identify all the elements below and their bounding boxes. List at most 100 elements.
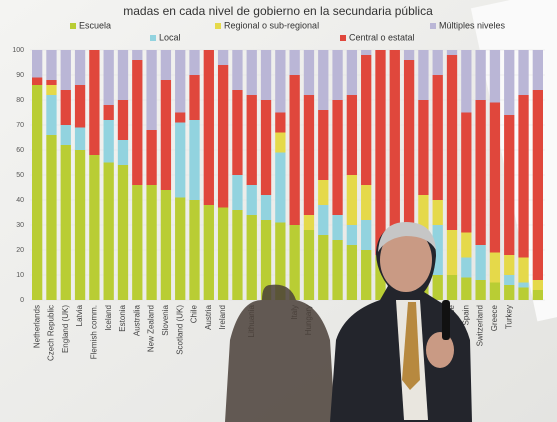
bar-segment	[518, 258, 528, 283]
bar-segment	[161, 50, 171, 80]
bar-segment	[146, 185, 156, 300]
bar-segment	[447, 275, 457, 300]
bar-segment	[175, 113, 185, 123]
bar-segment	[290, 75, 300, 225]
bar-segment	[104, 120, 114, 163]
bar-segment	[175, 123, 185, 198]
bar-segment	[46, 85, 56, 95]
bar-segment	[447, 55, 457, 230]
bar-segment	[461, 278, 471, 301]
y-tick-label: 0	[20, 297, 24, 304]
legend-swatch	[430, 23, 436, 29]
y-tick-label: 100	[12, 47, 24, 54]
bar-segment	[118, 50, 128, 100]
y-tick-label: 70	[16, 122, 24, 129]
bar-segment	[104, 50, 114, 105]
bar-segment	[361, 55, 371, 185]
bar-segment	[89, 50, 99, 155]
bar-segment	[189, 50, 199, 75]
bar-segment	[361, 250, 371, 300]
legend-label: Local	[159, 32, 181, 42]
bar-segment	[332, 240, 342, 300]
x-tick-label: Netherlands	[32, 305, 41, 348]
bar-segment	[61, 50, 71, 90]
bar-segment	[533, 50, 543, 90]
y-tick-label: 40	[16, 197, 24, 204]
bar-segment	[290, 50, 300, 75]
x-tick-label: Chile	[190, 304, 199, 323]
bar-segment	[189, 75, 199, 120]
bar-segment	[375, 50, 385, 255]
bar-segment	[304, 95, 314, 215]
bar-segment	[518, 95, 528, 258]
bar-segment	[418, 50, 428, 100]
y-tick-label: 20	[16, 247, 24, 254]
bar-segment	[161, 190, 171, 300]
bar-segment	[189, 200, 199, 300]
bar-segment	[146, 130, 156, 185]
bar-segment	[461, 233, 471, 258]
bar-segment	[104, 105, 114, 120]
bar-segment	[332, 215, 342, 240]
bar-segment	[518, 288, 528, 301]
bar-segment	[347, 175, 357, 225]
bar-segment	[46, 50, 56, 80]
x-tick-label: Slovenia	[161, 304, 170, 335]
bar-segment	[61, 145, 71, 300]
bar-segment	[32, 50, 42, 78]
bar-segment	[433, 275, 443, 300]
bar-segment	[132, 60, 142, 185]
x-tick-label: Flemish comm.	[89, 305, 98, 359]
bar-segment	[218, 208, 228, 301]
bar-segment	[533, 90, 543, 280]
bar-segment	[290, 225, 300, 300]
x-tick-label: Australia	[132, 304, 141, 336]
chart-title: madas en cada nivel de gobierno en la se…	[123, 4, 433, 18]
legend-label: Regional o sub-regional	[224, 20, 319, 30]
y-tick-label: 30	[16, 222, 24, 229]
x-tick-label: Turkey	[504, 305, 513, 329]
bar-segment	[232, 175, 242, 210]
bar-segment	[490, 103, 500, 253]
x-tick-label: Ireland	[218, 305, 227, 329]
bar-segment	[347, 95, 357, 175]
x-tick-label: Estonia	[118, 304, 127, 331]
x-tick-label: Greece	[490, 304, 499, 331]
bar-segment	[261, 100, 271, 195]
bar-segment	[247, 215, 257, 300]
bar-segment	[161, 80, 171, 190]
bar-segment	[104, 163, 114, 301]
bar-segment	[204, 205, 214, 300]
bar-segment	[32, 85, 42, 300]
bar-segment	[204, 50, 214, 205]
bar-segment	[490, 50, 500, 103]
legend-label: Escuela	[79, 20, 111, 30]
bar-segment	[318, 180, 328, 205]
bar-segment	[75, 85, 85, 128]
bar-segment	[118, 100, 128, 140]
photo: madas en cada nivel de gobierno en la se…	[0, 0, 557, 422]
bar-segment	[504, 255, 514, 275]
x-tick-label: Austria	[204, 304, 213, 329]
bar-segment	[75, 150, 85, 300]
y-tick-label: 10	[16, 272, 24, 279]
bar-segment	[218, 65, 228, 208]
bar-segment	[404, 50, 414, 60]
x-tick-label: New Zealand	[147, 305, 156, 352]
bar-segment	[475, 280, 485, 300]
bar-segment	[247, 95, 257, 185]
bar-segment	[75, 50, 85, 85]
legend-swatch	[215, 23, 221, 29]
bar-segment	[533, 290, 543, 300]
bar-segment	[490, 283, 500, 301]
bar-segment	[318, 50, 328, 110]
bar-segment	[32, 78, 42, 86]
legend-label: Múltiples niveles	[439, 20, 506, 30]
bar-segment	[518, 50, 528, 95]
x-tick-label: Latvia	[75, 304, 84, 326]
bar-segment	[118, 140, 128, 165]
bar-segment	[232, 50, 242, 90]
bar-segment	[318, 205, 328, 235]
bar-segment	[490, 253, 500, 283]
bar-segment	[361, 185, 371, 220]
